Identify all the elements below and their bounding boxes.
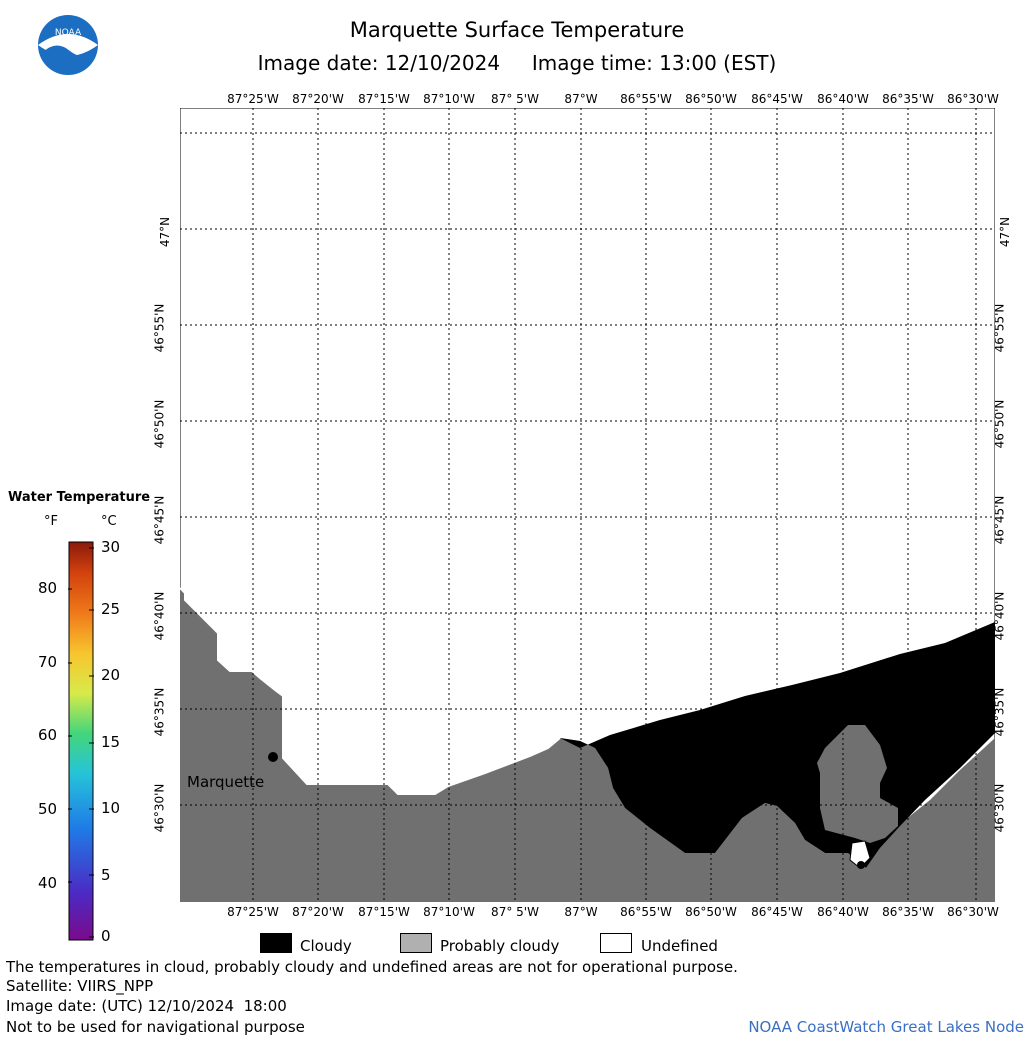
lon-label-bottom: 87°15'W xyxy=(358,905,410,919)
c-tick: 5 xyxy=(101,866,111,884)
marquette-label: Marquette xyxy=(187,773,265,791)
lon-label-bottom: 87° 5'W xyxy=(491,905,539,919)
lon-label-top: 86°40'W xyxy=(817,92,869,106)
unit-fahrenheit: °F xyxy=(44,514,58,529)
c-tick: 10 xyxy=(101,799,121,817)
f-tick: 50 xyxy=(38,800,58,818)
lon-label-bottom: 86°55'W xyxy=(620,905,672,919)
f-tick: 70 xyxy=(38,653,58,671)
c-tick: 25 xyxy=(101,600,121,618)
lon-label-top: 87°20'W xyxy=(292,92,344,106)
lat-label-left: 46°35'N xyxy=(152,687,167,737)
f-tick: 80 xyxy=(38,579,58,597)
f-tick: 40 xyxy=(38,874,58,892)
cloudy-label: Cloudy xyxy=(300,937,352,955)
lon-label-top: 87°25'W xyxy=(227,92,279,106)
utc-date: Image date: (UTC) 12/10/2024 18:00 xyxy=(6,997,287,1015)
lon-label-bottom: 87°25'W xyxy=(227,905,279,919)
lon-label-bottom: 86°50'W xyxy=(685,905,737,919)
lat-label-right: 46°35'N xyxy=(992,687,1007,737)
lat-label-right: 46°30'N xyxy=(992,783,1007,833)
colorbar xyxy=(68,541,94,941)
lat-label-left: 46°55'N xyxy=(152,303,167,353)
colorbar-title: Water Temperature xyxy=(8,490,151,505)
lat-label-right: 46°40'N xyxy=(992,591,1007,641)
lat-label-left: 46°50'N xyxy=(152,399,167,449)
lon-label-bottom: 86°45'W xyxy=(751,905,803,919)
lon-label-top: 86°50'W xyxy=(685,92,737,106)
cloud-gap xyxy=(817,725,898,843)
lon-label-bottom: 87°10'W xyxy=(423,905,475,919)
operational-note: The temperatures in cloud, probably clou… xyxy=(6,958,738,976)
lat-label-left: 46°45'N xyxy=(152,495,167,545)
graticule xyxy=(180,108,995,902)
undefined-label: Undefined xyxy=(641,937,718,955)
cloudy-swatch xyxy=(260,933,292,953)
image-datetime: Image date: 12/10/2024 Image time: 13:00… xyxy=(0,51,1034,75)
c-tick: 30 xyxy=(101,538,121,556)
navigation-warning: Not to be used for navigational purpose xyxy=(6,1018,305,1036)
image-date: Image date: 12/10/2024 xyxy=(257,51,501,75)
c-tick: 0 xyxy=(101,927,111,945)
lon-label-top: 87° 5'W xyxy=(491,92,539,106)
c-tick: 15 xyxy=(101,733,121,751)
lat-label-right: 47°N xyxy=(998,216,1013,248)
lat-label-right: 46°45'N xyxy=(992,495,1007,545)
f-tick: 60 xyxy=(38,726,58,744)
lon-label-top: 87°15'W xyxy=(358,92,410,106)
marquette-marker xyxy=(268,752,278,762)
lon-label-bottom: 86°40'W xyxy=(817,905,869,919)
c-tick: 20 xyxy=(101,666,121,684)
noaa-logo: NOAA xyxy=(38,15,98,75)
undefined-swatch xyxy=(600,933,632,953)
probably-cloudy-swatch xyxy=(400,933,432,953)
lon-label-top: 86°55'W xyxy=(620,92,672,106)
point-marker xyxy=(857,861,865,869)
lon-label-top: 86°30'W xyxy=(947,92,999,106)
map-title: Marquette Surface Temperature xyxy=(349,18,685,42)
undefined-spot xyxy=(849,840,871,869)
coastline xyxy=(180,587,561,795)
lon-label-top: 86°45'W xyxy=(751,92,803,106)
satellite-info: Satellite: VIIRS_NPP xyxy=(6,977,154,995)
unit-celsius: °C xyxy=(101,514,117,529)
probably-cloudy-label: Probably cloudy xyxy=(440,937,560,955)
lon-label-top: 87°10'W xyxy=(423,92,475,106)
lon-label-top: 86°35'W xyxy=(882,92,934,106)
lat-label-left: 46°30'N xyxy=(152,783,167,833)
lon-label-bottom: 87°W xyxy=(564,905,598,919)
lat-label-left: 47°N xyxy=(158,216,173,248)
lon-label-bottom: 86°35'W xyxy=(882,905,934,919)
lat-label-right: 46°50'N xyxy=(992,399,1007,449)
lat-label-right: 46°55'N xyxy=(992,303,1007,353)
lon-label-bottom: 86°30'W xyxy=(947,905,999,919)
image-time: Image time: 13:00 (EST) xyxy=(531,51,777,75)
noaa-logo-text: NOAA xyxy=(55,28,82,38)
map-panel xyxy=(180,108,995,902)
lon-label-bottom: 87°20'W xyxy=(292,905,344,919)
credit-link: NOAA CoastWatch Great Lakes Node xyxy=(748,1018,1024,1036)
lat-label-left: 46°40'N xyxy=(152,591,167,641)
lon-label-top: 87°W xyxy=(564,92,598,106)
